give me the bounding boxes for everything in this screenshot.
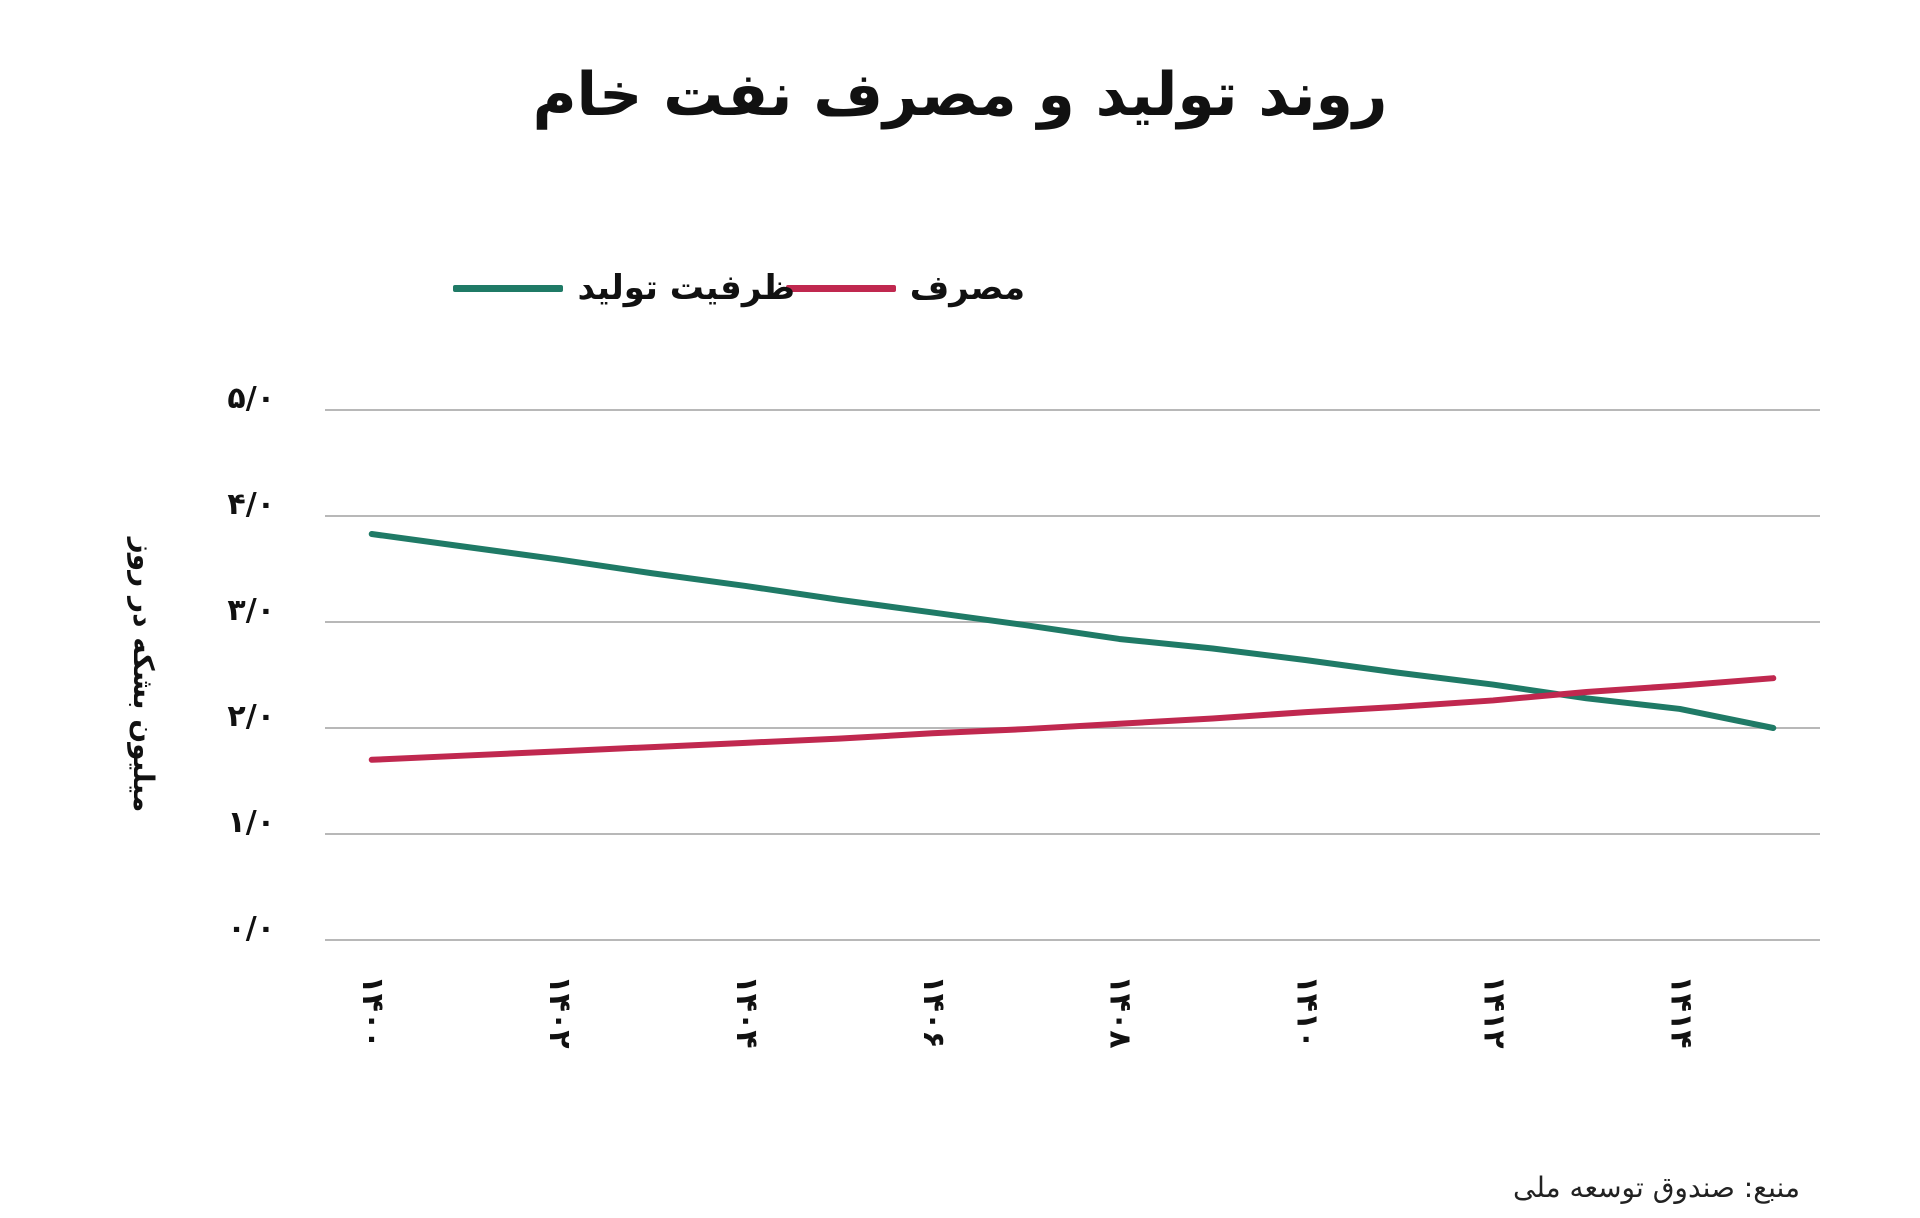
x-tick-label: ۱۴۱۲ (1476, 975, 1511, 1048)
legend-label-production: ظرفیت تولید (577, 268, 795, 308)
x-tick-label: ۱۴۰۶ (916, 975, 951, 1048)
x-tick-label: ۱۴۰۴ (729, 975, 764, 1048)
legend-swatch-production (453, 284, 564, 292)
legend-label-consumption: مصرف (909, 268, 1025, 308)
y-tick-label: ۵/۰ (227, 381, 275, 416)
chart-title: روند تولید و مصرف نفت خام (532, 60, 1388, 130)
legend-item-consumption: مصرف (785, 268, 1025, 308)
y-tick-label: ۳/۰ (227, 593, 275, 628)
x-tick-label: ۱۴۰۲ (542, 975, 577, 1048)
legend: مصرف ظرفیت تولید (0, 268, 1920, 318)
x-tick-label: ۱۴۱۴ (1663, 975, 1698, 1048)
y-tick-label: ۴/۰ (227, 487, 275, 522)
y-axis-title: میلیون بشکه در روز (127, 536, 160, 813)
legend-swatch-consumption (785, 284, 896, 292)
x-tick-label: ۱۴۱۰ (1290, 975, 1325, 1048)
y-tick-label: ۰/۰ (227, 911, 275, 946)
x-tick-label: ۱۴۰۰ (355, 975, 390, 1048)
series-line-1 (368, 675, 1777, 763)
legend-item-production: ظرفیت تولید (453, 268, 795, 308)
y-tick-label: ۱/۰ (227, 805, 275, 840)
x-tick-label: ۱۴۰۸ (1103, 975, 1138, 1048)
source-note: منبع: صندوق توسعه ملی (1513, 1171, 1800, 1204)
y-tick-label: ۲/۰ (227, 699, 275, 734)
series-line-0 (368, 531, 1777, 731)
